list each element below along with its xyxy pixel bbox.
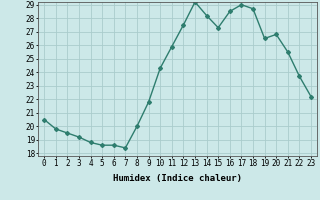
X-axis label: Humidex (Indice chaleur): Humidex (Indice chaleur): [113, 174, 242, 183]
